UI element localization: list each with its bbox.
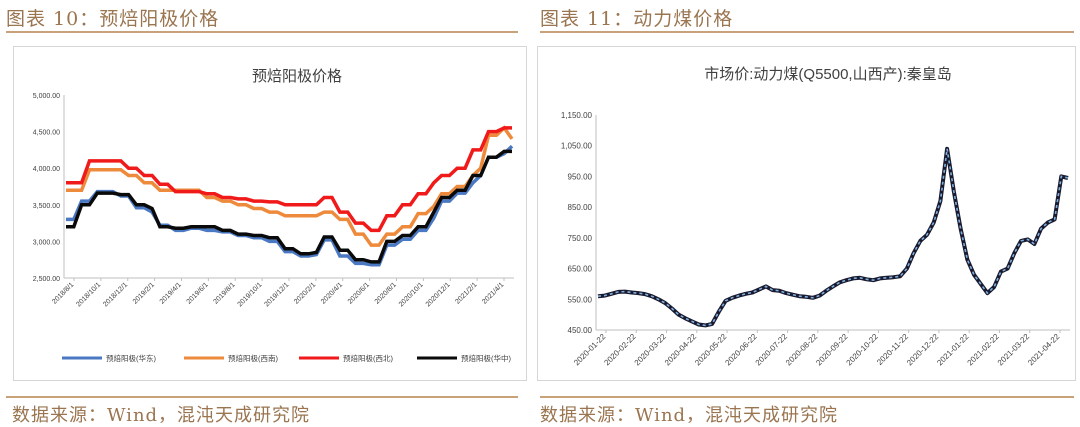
legend-label: 预焙阳极(西南) xyxy=(228,353,278,363)
series-line-outer xyxy=(597,146,1069,328)
x-tick-label: 2018/12/1 xyxy=(102,281,129,308)
y-tick-label: 650.00 xyxy=(568,265,593,274)
anode-price-chart: 预焙阳极价格 2,500.00 3,000.00 3,500.00 4,000.00 4,… xyxy=(33,68,514,363)
y-tick-label: 4,500.00 xyxy=(33,130,60,137)
series-line-2 xyxy=(66,126,512,233)
chart-panel-right: 市场价:动力煤(Q5500,山西产):秦皇岛 450.00 550.00 650.00… xyxy=(537,46,1076,381)
legend-label: 预焙阳极(西北) xyxy=(343,353,393,363)
top-rule-left xyxy=(6,31,518,33)
y-tick-label: 850.00 xyxy=(568,203,593,212)
x-tick-label: 2020/2/1 xyxy=(293,281,317,305)
y-tick-label: 450.00 xyxy=(568,326,593,335)
x-tick-label: 2020/10/1 xyxy=(398,281,425,308)
y-tick-label: 1,150.00 xyxy=(561,111,593,120)
x-tick-label: 2018/8/1 xyxy=(51,281,75,305)
x-tick-label: 2019/8/1 xyxy=(212,281,236,305)
y-tick-label: 2,500.00 xyxy=(33,276,60,283)
y-tick-label: 4,000.00 xyxy=(33,166,60,173)
x-tick-label: 2019/10/1 xyxy=(237,281,264,308)
figure-11-source: 数据来源：Wind，混沌天成研究院 xyxy=(540,405,839,426)
bottom-rule-left xyxy=(6,396,518,398)
y-tick-label: 5,000.00 xyxy=(33,93,60,100)
thermal-coal-chart: 市场价:动力煤(Q5500,山西产):秦皇岛 450.00 550.00 650.00… xyxy=(561,66,1070,368)
x-tick-label: 2020-10-22 xyxy=(845,332,881,368)
chart-title: 市场价:动力煤(Q5500,山西产):秦皇岛 xyxy=(704,66,952,83)
top-rule-right xyxy=(540,31,1074,33)
y-tick-label: 750.00 xyxy=(568,234,593,243)
figure-10-source: 数据来源：Wind，混沌天成研究院 xyxy=(12,405,311,426)
x-tick-label: 2020/8/1 xyxy=(374,281,398,305)
legend-label: 预焙阳极(华中) xyxy=(461,353,511,363)
series-line-3 xyxy=(66,149,512,264)
legend-label: 预焙阳极(华东) xyxy=(106,353,156,363)
x-tick-label: 2019/2/1 xyxy=(132,281,156,305)
x-tick-label: 2020/4/1 xyxy=(320,281,344,305)
series-line-0 xyxy=(66,144,514,267)
x-tick-label: 2020/6/1 xyxy=(347,281,371,305)
x-tick-label: 2018/10/1 xyxy=(75,281,102,308)
figure-10-heading: 图表 10：预焙阳极价格 xyxy=(6,8,220,30)
x-tick-label: 2021/2/1 xyxy=(454,281,478,305)
chart-title: 预焙阳极价格 xyxy=(252,68,342,85)
x-tick-label: 2021/4/1 xyxy=(481,281,505,305)
y-tick-label: 550.00 xyxy=(568,295,593,304)
x-tick-label: 2019/6/1 xyxy=(186,281,210,305)
x-tick-label: 2019/12/1 xyxy=(263,281,290,308)
figure-11-heading: 图表 11：动力煤价格 xyxy=(540,8,734,30)
series-line-1 xyxy=(66,125,514,247)
y-tick-label: 3,000.00 xyxy=(33,239,60,246)
chart-panel-left: 预焙阳极价格 2,500.00 3,000.00 3,500.00 4,000.00 4,… xyxy=(13,46,527,381)
x-tick-label: 2021-04-22 xyxy=(1026,332,1062,368)
x-tick-label: 2020/12/1 xyxy=(425,281,452,308)
y-tick-label: 950.00 xyxy=(568,172,593,181)
series-line-dash xyxy=(597,148,1069,327)
y-tick-label: 1,050.00 xyxy=(561,142,593,151)
x-tick-label: 2019/4/1 xyxy=(159,281,183,305)
bottom-rule-right xyxy=(540,396,1074,398)
y-tick-label: 3,500.00 xyxy=(33,203,60,210)
